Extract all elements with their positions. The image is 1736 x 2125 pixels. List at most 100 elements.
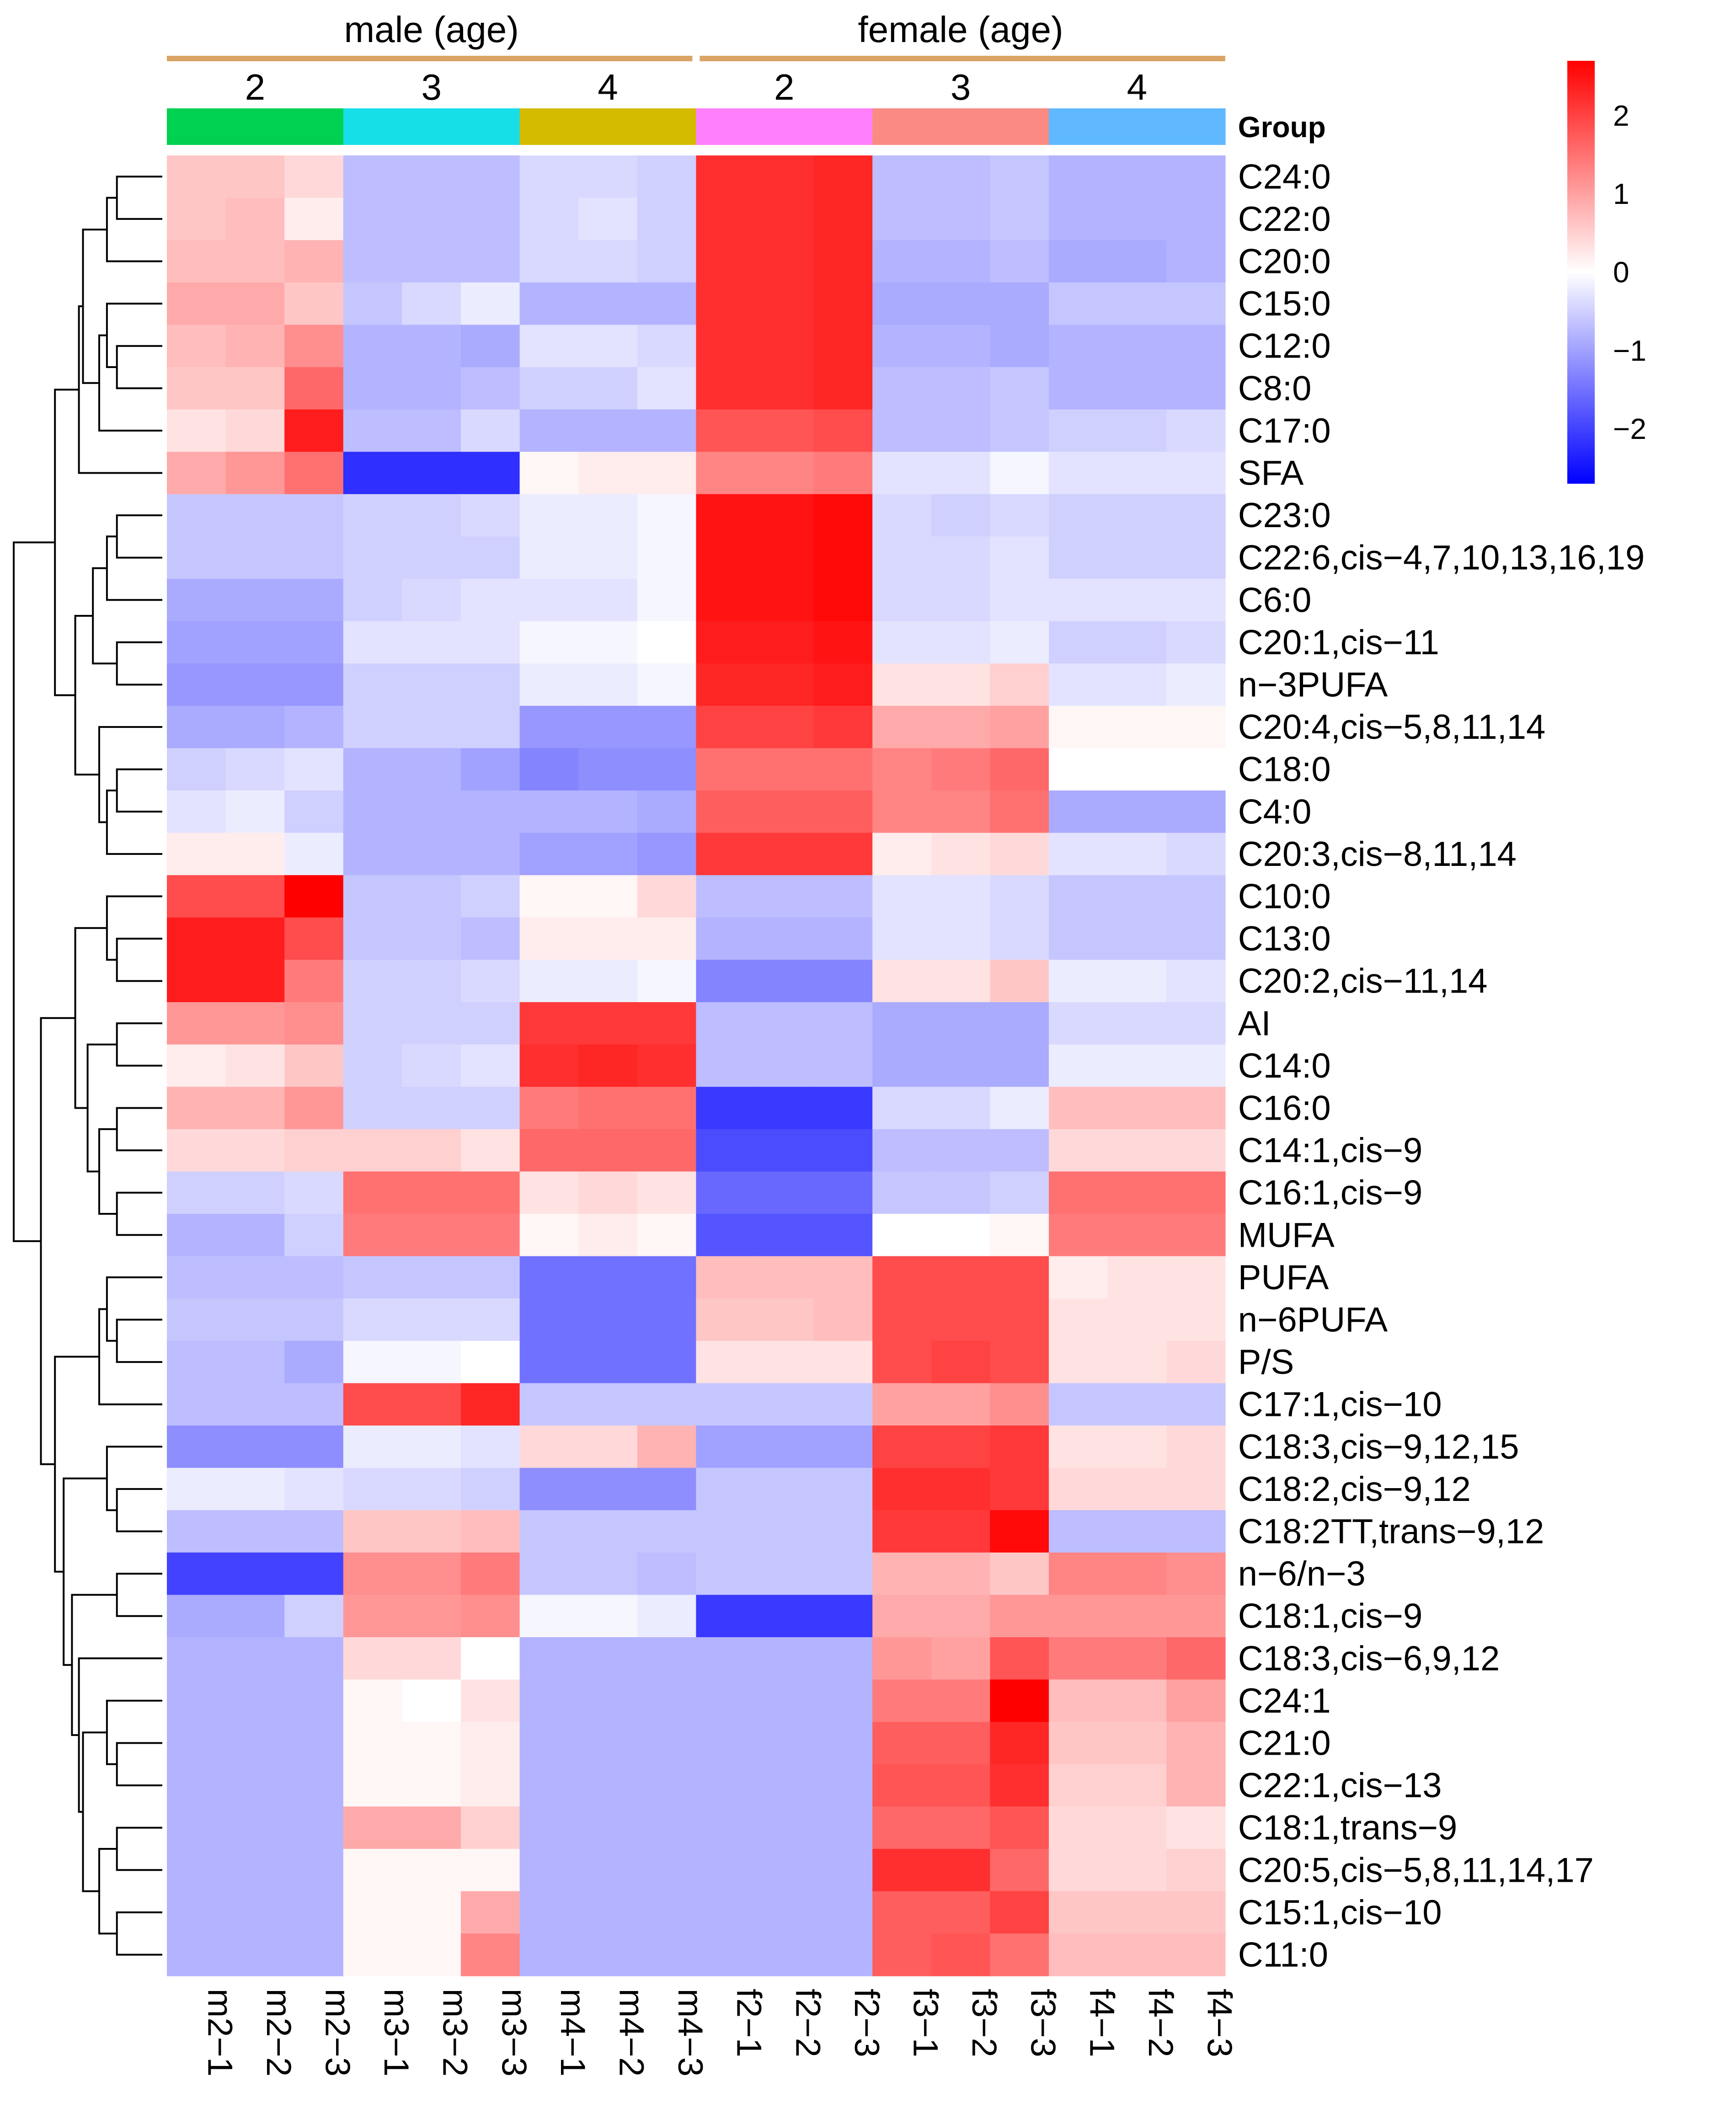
- heatmap-cell: [343, 663, 403, 706]
- heatmap-cell: [578, 409, 638, 452]
- heatmap-cell: [755, 1340, 814, 1384]
- heatmap-cell: [696, 240, 755, 283]
- heatmap-cell: [167, 536, 226, 579]
- heatmap-cell: [225, 1468, 285, 1511]
- heatmap-cell: [872, 1764, 932, 1807]
- heatmap-cell: [755, 1510, 814, 1553]
- heatmap-cell: [167, 240, 226, 283]
- heatmap-cell: [1049, 833, 1108, 876]
- heatmap-cell: [284, 282, 344, 326]
- heatmap-cell: [813, 748, 873, 791]
- column-label: m3−2: [436, 1989, 475, 2077]
- heatmap-cell: [578, 325, 638, 368]
- column-label: m4−1: [553, 1989, 592, 2077]
- heatmap-cell: [1049, 663, 1108, 706]
- heatmap-cell: [637, 960, 697, 1003]
- heatmap-cell: [167, 1214, 226, 1257]
- heatmap-cell: [990, 621, 1049, 664]
- heatmap-cell: [519, 1468, 579, 1511]
- heatmap-cell: [167, 1552, 226, 1596]
- heatmap-cell: [696, 1129, 755, 1172]
- age-label: 4: [598, 67, 618, 107]
- heatmap-cell: [1166, 1764, 1226, 1807]
- heatmap-cell: [872, 1087, 932, 1130]
- heatmap-cell: [461, 1679, 520, 1722]
- heatmap-cell: [931, 1849, 991, 1892]
- heatmap-cell: [813, 1002, 873, 1045]
- heatmap-cell: [813, 1806, 873, 1849]
- heatmap-cell: [990, 1806, 1049, 1849]
- heatmap-cell: [1049, 621, 1108, 664]
- heatmap-cell: [402, 917, 461, 961]
- heatmap-cell: [1049, 748, 1108, 791]
- heatmap-cell: [461, 282, 520, 326]
- heatmap-cell: [1049, 1087, 1108, 1130]
- heatmap-cell: [755, 663, 814, 706]
- heatmap-cell: [225, 1679, 285, 1722]
- heatmap-cell: [1166, 1087, 1226, 1130]
- heatmap-cell: [461, 833, 520, 876]
- heatmap-cell: [813, 1552, 873, 1596]
- heatmap-cell: [343, 1129, 403, 1172]
- heatmap-cell: [343, 1214, 403, 1257]
- row-label: C20:1,cis−11: [1238, 623, 1439, 662]
- heatmap-cell: [519, 1214, 579, 1257]
- heatmap-cell: [343, 705, 403, 749]
- heatmap-cell: [755, 536, 814, 579]
- heatmap-cell: [813, 494, 873, 537]
- heatmap-cell: [872, 1595, 932, 1638]
- heatmap-cell: [1049, 1340, 1108, 1384]
- heatmap-cell: [1107, 960, 1167, 1003]
- heatmap-cell: [225, 1722, 285, 1765]
- heatmap-cell: [637, 748, 697, 791]
- heatmap-cell: [755, 325, 814, 368]
- heatmap-cell: [755, 1087, 814, 1130]
- heatmap-cell: [1166, 917, 1226, 961]
- heatmap-cell: [461, 409, 520, 452]
- heatmap-cell: [343, 1595, 403, 1638]
- heatmap-cell: [990, 1933, 1049, 1976]
- heatmap-cell: [931, 367, 991, 410]
- heatmap-cell: [519, 1426, 579, 1468]
- heatmap-cell: [1107, 1595, 1167, 1638]
- heatmap-cell: [755, 1214, 814, 1257]
- heatmap-cell: [990, 282, 1049, 326]
- heatmap-cell: [402, 1002, 461, 1045]
- heatmap-cell: [461, 1340, 520, 1384]
- heatmap-cell: [167, 155, 226, 198]
- heatmap-cell: [1107, 1806, 1167, 1849]
- heatmap-cell: [637, 155, 697, 198]
- heatmap-cell: [931, 1933, 991, 1976]
- heatmap-cell: [872, 1171, 932, 1214]
- heatmap-cell: [931, 621, 991, 664]
- heatmap-cell: [167, 1637, 226, 1680]
- heatmap-cell: [813, 917, 873, 961]
- heatmap-cell: [225, 1298, 285, 1341]
- heatmap-cell: [872, 917, 932, 961]
- row-label: C18:0: [1238, 750, 1331, 789]
- heatmap-cell: [1107, 240, 1167, 283]
- heatmap-cell: [813, 1891, 873, 1934]
- heatmap-cell: [519, 1722, 579, 1765]
- heatmap-cell: [578, 452, 638, 495]
- heatmap-cell: [519, 1891, 579, 1934]
- heatmap-cell: [1107, 748, 1167, 791]
- heatmap-cell: [225, 1933, 285, 1976]
- heatmap-cell: [1107, 367, 1167, 410]
- heatmap-cell: [872, 1383, 932, 1426]
- heatmap-cell: [167, 748, 226, 791]
- heatmap-cell: [284, 833, 344, 876]
- heatmap-cell: [167, 833, 226, 876]
- heatmap-cell: [872, 1468, 932, 1511]
- heatmap-cell: [696, 579, 755, 622]
- heatmap-cell: [1049, 579, 1108, 622]
- heatmap-cell: [402, 790, 461, 833]
- heatmap-cell: [1049, 917, 1108, 961]
- heatmap-cell: [696, 1552, 755, 1596]
- heatmap-cell: [755, 1002, 814, 1045]
- heatmap-cell: [755, 748, 814, 791]
- heatmap-cell: [578, 1468, 638, 1511]
- heatmap-cell: [461, 1044, 520, 1087]
- heatmap-cell: [343, 917, 403, 961]
- heatmap-cell: [578, 1129, 638, 1172]
